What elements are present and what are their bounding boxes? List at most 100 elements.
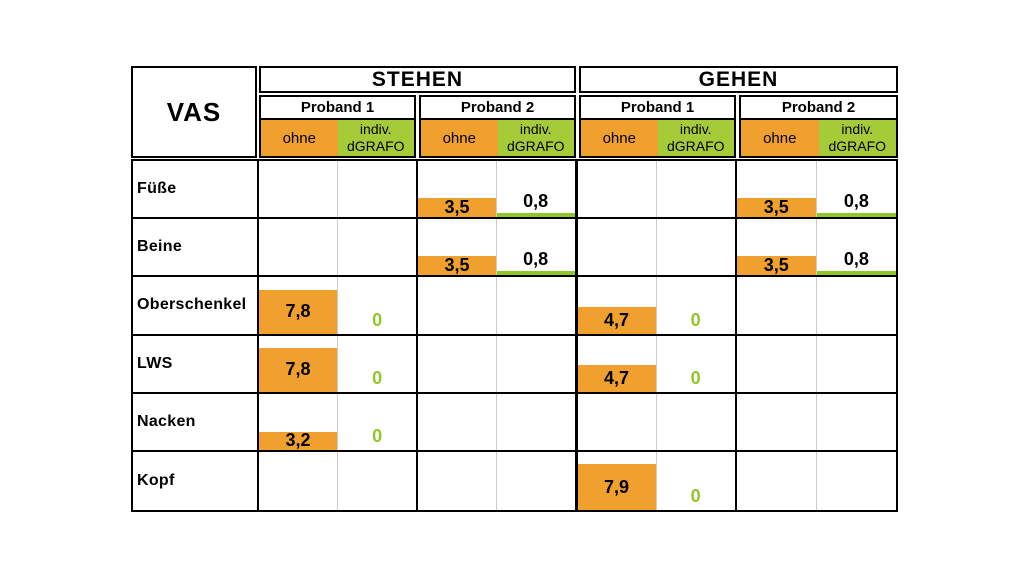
condition-dgrafo-line2: dGRAFO [666,138,725,154]
cell-oberschenkel-stehen-p2 [418,277,578,336]
subcell-ohne [259,219,339,276]
cell-kopf-stehen-p1 [259,451,419,510]
subcell-dgrafo: 0,8 [816,161,896,218]
bar-value-label: 0,8 [843,190,869,211]
bar-value-label: 0 [372,425,383,446]
subcell-ohne: 3,5 [736,161,817,218]
vas-bar-ohne: 4,7 [577,307,656,334]
cell-kopf-gehen-p1: 7,9 0 [577,451,737,510]
cell-beine-gehen-p1 [577,219,737,278]
subcell-dgrafo: 0 [657,452,735,510]
vas-bar-dgrafo [816,270,896,276]
subcell-ohne [418,335,497,392]
bar-value-label: 3,2 [285,430,311,451]
vas-bar-dgrafo [816,212,896,218]
bar-value-label: 3,5 [444,196,470,217]
condition-dgrafo-line2: dGRAFO [346,138,405,154]
condition-dgrafo-header: indiv. dGRAFO [657,120,734,156]
subcell-dgrafo [657,219,735,275]
bar-value-label: 3,5 [444,255,470,275]
subcell-ohne [737,335,817,392]
bar-value-label: 0 [690,367,701,388]
subcell-ohne [578,393,657,450]
header-gehen-proband1: Proband 1 ohne indiv. dGRAFO [579,95,736,158]
subcell-dgrafo: 0,8 [496,219,575,276]
condition-dgrafo-line1: indiv. [359,120,392,137]
subcell-dgrafo [497,452,575,510]
bar-value-label: 0,8 [843,248,869,269]
subcell-dgrafo [817,336,896,392]
bar-value-label: 4,7 [604,309,630,330]
subcell-ohne: 7,8 [259,335,339,392]
bar-value-label: 0,8 [523,248,549,269]
cell-lws-gehen-p1: 4,7 0 [577,335,737,394]
bar-value-label: 7,8 [285,301,311,322]
bar-value-label: 3,5 [763,196,789,217]
vas-bar-ohne: 4,7 [577,365,656,392]
cell-nacken-stehen-p1: 3,2 0 [259,393,419,452]
subcell-ohne: 3,5 [418,219,497,276]
subcell-ohne: 7,8 [259,277,339,334]
condition-dgrafo-header: indiv. dGRAFO [337,120,414,156]
condition-dgrafo-line1: indiv. [679,120,712,137]
subcell-ohne [737,451,817,510]
bar-value-label: 0,8 [523,190,549,211]
subcell-ohne [578,161,657,218]
subcell-dgrafo [338,161,416,217]
subcell-ohne [578,219,657,276]
cell-nacken-gehen-p2 [736,393,896,452]
subcell-dgrafo [497,394,575,450]
subcell-dgrafo [817,277,896,333]
proband-label: Proband 1 [261,97,414,120]
subcell-ohne: 7,9 [577,451,657,510]
vas-bar-ohne: 7,8 [259,289,338,334]
subcell-ohne: 3,2 [259,393,339,451]
subcell-dgrafo [338,219,416,275]
subcell-ohne [418,393,497,450]
bar-value-label: 0 [690,309,701,330]
subcell-ohne: 4,7 [577,335,657,392]
subcell-dgrafo: 0 [657,336,735,392]
cell-lws-stehen-p2 [418,335,578,394]
vas-bar-ohne: 3,5 [418,255,496,276]
data-grid: Füße 3,5 0,8 3,5 0,8 Beine 3,5 0,8 3,5 0,8 Obersch… [131,159,898,512]
bar-value-label: 0 [372,309,383,330]
subcell-ohne [259,451,339,510]
condition-dgrafo-header: indiv. dGRAFO [497,120,574,156]
subcell-dgrafo: 0 [657,277,735,333]
subcell-dgrafo: 0,8 [816,219,896,276]
condition-ohne-header: ohne [741,120,819,156]
condition-dgrafo-line2: dGRAFO [506,138,565,154]
bar-value-label: 0 [690,486,701,506]
vas-corner-cell: VAS [131,66,257,158]
cell-fusse-gehen-p2: 3,5 0,8 [736,161,896,220]
bar-value-label: 3,5 [763,255,789,275]
cell-lws-gehen-p2 [736,335,896,394]
vas-bar-ohne: 7,8 [259,347,338,392]
vas-bar-ohne: 3,5 [418,196,496,218]
vas-bar-ohne: 7,9 [577,464,656,510]
condition-ohne-header: ohne [261,120,338,156]
subcell-dgrafo [657,394,735,450]
subcell-dgrafo [817,394,896,450]
subcell-dgrafo: 0 [338,277,416,333]
proband-label: Proband 2 [741,97,896,120]
condition-dgrafo-line2: dGRAFO [828,138,887,154]
cell-beine-stehen-p1 [259,219,419,278]
subcell-dgrafo [497,336,575,392]
row-label-nacken: Nacken [133,393,259,452]
subcell-ohne: 4,7 [577,277,657,334]
header-stehen-proband2: Proband 2 ohne indiv. dGRAFO [419,95,576,158]
condition-ohne-header: ohne [421,120,498,156]
subcell-ohne [418,277,497,334]
row-label-kopf: Kopf [133,451,259,510]
subcell-dgrafo [497,277,575,333]
cell-kopf-stehen-p2 [418,451,578,510]
bar-value-label: 7,8 [285,359,311,380]
subcell-dgrafo [817,452,896,510]
vas-bar-ohne: 3,5 [736,196,816,218]
cell-beine-stehen-p2: 3,5 0,8 [418,219,578,278]
cell-fusse-gehen-p1 [577,161,737,220]
bar-value-label: 0 [372,367,383,388]
